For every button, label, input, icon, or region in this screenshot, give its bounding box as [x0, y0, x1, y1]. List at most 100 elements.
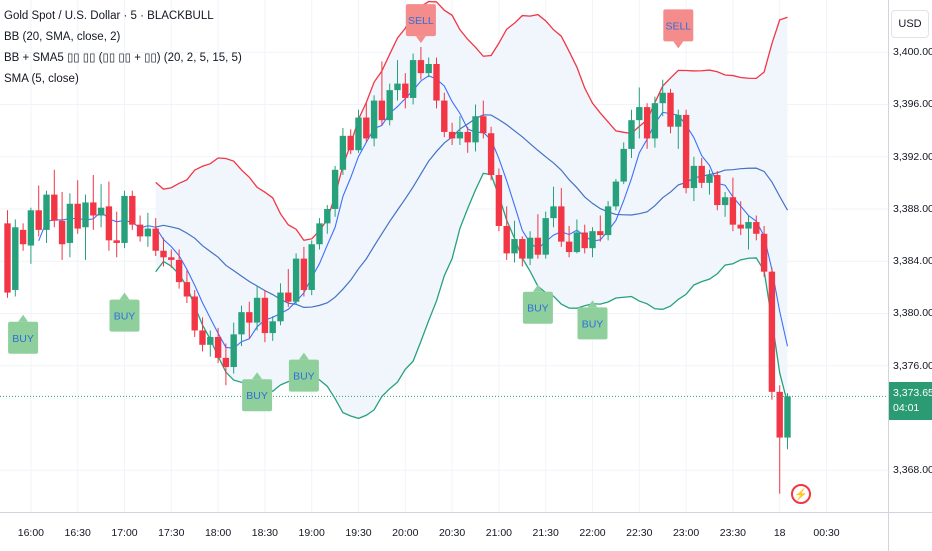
candle-body	[269, 321, 276, 334]
candle-body	[409, 60, 417, 98]
candle-body	[729, 197, 737, 225]
candle-body	[339, 135, 347, 170]
time-tick-label: 22:30	[626, 527, 653, 539]
signal-pointer	[18, 314, 29, 322]
candle-body	[682, 114, 690, 189]
candle-body	[698, 165, 705, 183]
time-tick-label: 18	[773, 527, 786, 539]
legend-sma[interactable]: SMA (5, close)	[4, 73, 79, 85]
bar-countdown: 04:01	[893, 402, 920, 414]
candle-body	[246, 312, 253, 323]
candle-body	[285, 292, 292, 302]
lightning-alert-icon[interactable]: ⚡	[791, 484, 811, 504]
buy-signal-label[interactable]: BUY	[577, 300, 608, 340]
candle-body	[690, 165, 698, 189]
candle-body	[121, 195, 128, 243]
candle-body	[558, 206, 565, 242]
candle-body	[495, 175, 503, 226]
legend-custom-indicator[interactable]: BB + SMA5 ▯▯ ▯▯ (▯▯ ▯▯ + ▯▯) (20, 2, 5, …	[4, 52, 242, 64]
sell-signal-label[interactable]: SELL	[663, 9, 694, 49]
candle-body	[604, 206, 612, 236]
candle-body	[324, 208, 331, 224]
candle-body	[74, 203, 81, 229]
candle-body	[768, 271, 776, 392]
candle-body	[573, 232, 581, 253]
candle-body	[292, 258, 300, 302]
candle-body	[136, 224, 144, 237]
candle-body	[66, 203, 74, 243]
chart-pane[interactable]: BUY BUY BUY BUY BUY BUY SELL SELL	[0, 0, 888, 512]
time-tick-label: 22:00	[579, 527, 606, 539]
candle-body	[35, 210, 42, 230]
candle-body	[199, 330, 206, 345]
candle-body	[636, 107, 643, 121]
price-tick-label: 3,400.00	[893, 46, 932, 59]
time-tick-label: 17:00	[111, 527, 138, 539]
time-tick-label: 19:00	[298, 527, 325, 539]
price-axis[interactable]	[888, 0, 932, 550]
candle-body	[643, 107, 651, 139]
candle-body	[526, 237, 534, 259]
price-chart[interactable]: BUY BUY BUY BUY BUY BUY SELL SELL	[0, 0, 888, 512]
candle-body	[402, 83, 409, 98]
bollinger-band-fill	[155, 1, 788, 419]
candle-body	[347, 135, 354, 151]
candle-body	[168, 257, 175, 260]
signal-box	[405, 4, 436, 37]
candle-body	[706, 175, 713, 183]
signal-box	[288, 359, 319, 392]
buy-signal-label[interactable]: BUY	[8, 314, 39, 354]
signal-text: SELL	[408, 15, 434, 27]
candle-body	[737, 224, 744, 229]
candle-body	[503, 225, 510, 254]
signal-text: BUY	[293, 371, 315, 383]
candle-body	[441, 100, 448, 132]
candle-body	[160, 250, 167, 258]
signal-pointer	[415, 36, 426, 44]
signal-text: BUY	[582, 318, 604, 330]
sell-signal-label[interactable]: SELL	[405, 4, 436, 44]
signal-text: SELL	[665, 20, 691, 32]
buy-signal-label[interactable]: BUY	[242, 372, 273, 412]
candle-body	[261, 297, 269, 334]
price-tick-label: 3,392.00	[893, 150, 932, 163]
candle-body	[97, 207, 105, 216]
signal-text: BUY	[12, 333, 34, 345]
candle-body	[612, 181, 620, 207]
legend-bollinger-bands[interactable]: BB (20, SMA, close, 2)	[4, 31, 121, 43]
candle-body	[651, 103, 659, 139]
price-tick-label: 3,388.00	[893, 202, 932, 215]
buy-signal-label[interactable]: BUY	[288, 352, 319, 392]
candle-body	[581, 232, 588, 249]
legend-symbol[interactable]: Gold Spot / U.S. Dollar · 5 · BLACKBULL	[4, 10, 214, 22]
candle-body	[222, 357, 230, 368]
currency-button[interactable]: USD	[891, 10, 929, 38]
candle-body	[238, 312, 245, 335]
time-tick-label: 23:00	[672, 527, 700, 539]
candle-body	[417, 60, 425, 74]
buy-signal-label[interactable]: BUY	[522, 284, 553, 324]
candle-body	[542, 218, 549, 255]
time-tick-label: 19:30	[345, 527, 372, 539]
candle-body	[448, 131, 456, 139]
candle-body	[480, 116, 487, 134]
candle-body	[667, 92, 674, 127]
candle-body	[230, 334, 237, 368]
signal-box	[522, 291, 553, 324]
candle-body	[378, 100, 386, 121]
candle-body	[534, 237, 542, 255]
buy-signal-label[interactable]: BUY	[109, 292, 140, 332]
time-axis[interactable]	[0, 512, 888, 551]
candle-body	[183, 282, 191, 297]
candle-body	[129, 195, 136, 225]
bollinger-upper-line	[155, 0, 788, 242]
price-tick-label: 3,384.00	[893, 255, 932, 268]
candle-body	[760, 233, 768, 272]
signal-text: BUY	[527, 303, 549, 315]
candle-body	[19, 229, 27, 245]
candle-body	[253, 297, 261, 323]
candle-body	[27, 210, 35, 246]
candle-body	[753, 222, 760, 234]
candle-body	[519, 239, 526, 259]
candle-body	[58, 220, 66, 245]
